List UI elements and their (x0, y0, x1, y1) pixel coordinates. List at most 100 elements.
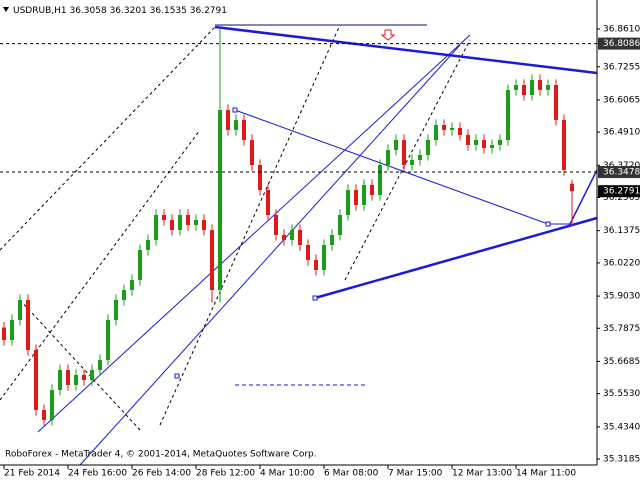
y-tick-label: 36.0220 (603, 258, 640, 268)
candle-body (530, 80, 534, 96)
candle-body (346, 189, 350, 215)
y-tick-label: 36.2565 (603, 193, 640, 203)
price-label: 36.2791 (603, 187, 640, 197)
trend-line (234, 109, 549, 225)
anchor-point (232, 107, 238, 113)
candle-body (66, 369, 70, 385)
y-tick-label: 36.7255 (603, 62, 640, 72)
candle-body (538, 80, 542, 90)
trend-line (314, 216, 598, 300)
y-tick-label: 36.4910 (603, 128, 640, 138)
candle-body (26, 299, 30, 351)
candle-body (290, 229, 294, 240)
candle-body (362, 184, 366, 205)
candle-body (74, 374, 78, 385)
x-tick-label: 26 Feb 14:00 (132, 469, 191, 479)
candle-body (554, 84, 558, 120)
trend-line (37, 34, 471, 433)
candle-body (42, 409, 46, 420)
candle-body (122, 289, 126, 300)
price-label-box (598, 185, 640, 198)
trend-line (79, 44, 461, 466)
high-value: 36.3201 (110, 6, 147, 16)
candle-body (466, 134, 470, 145)
candle-body (58, 369, 62, 390)
sell-arrow (380, 29, 396, 41)
x-tick-label: 28 Feb 12:00 (196, 469, 255, 479)
candle-body (258, 165, 262, 190)
analysis-drawings (0, 24, 598, 466)
candle-body (106, 319, 110, 360)
candle-body (338, 214, 342, 235)
y-tick-label: 36.8610 (603, 24, 640, 34)
candle-body (50, 389, 54, 420)
candle-body (146, 239, 150, 251)
candle-body (10, 319, 14, 340)
y-tick-label: 35.6685 (603, 357, 640, 367)
candle-body (354, 189, 358, 205)
candle-body (18, 299, 22, 320)
x-tick-label: 7 Mar 15:00 (388, 469, 443, 479)
trend-line (569, 169, 598, 225)
y-tick-label: 35.7875 (603, 324, 640, 334)
candle-body (562, 119, 566, 170)
candle-body (162, 214, 166, 220)
candle-body (394, 140, 398, 151)
candle-body (98, 359, 102, 370)
candle-body (322, 244, 326, 270)
candle-body (194, 219, 198, 226)
candle-body (490, 144, 494, 149)
y-tick-label: 36.6065 (603, 95, 640, 105)
x-tick-label: 6 Mar 08:00 (324, 469, 379, 479)
close-value: 36.2791 (190, 6, 227, 16)
candle-body (226, 110, 230, 130)
candle-body (282, 234, 286, 240)
candle-body (498, 140, 502, 145)
candle-body (570, 183, 574, 192)
level-label-box (598, 166, 640, 179)
y-tick-label: 35.5530 (603, 389, 640, 399)
candle-body (266, 189, 270, 215)
y-tick-label: 35.3185 (603, 455, 640, 465)
candle-body (234, 119, 238, 130)
candle-body (458, 127, 462, 135)
candle-body (2, 327, 6, 340)
candle-body (402, 140, 406, 166)
anchor-point (545, 221, 551, 227)
candle-body (34, 350, 38, 410)
candle-body (90, 369, 94, 381)
candle-body (450, 127, 454, 130)
candle-body (410, 159, 414, 166)
candle-body (426, 140, 430, 155)
candle-body (210, 229, 214, 290)
dotted-channel (0, 26, 216, 251)
candle-body (186, 214, 190, 226)
candle-body (418, 155, 422, 160)
candle-body (154, 214, 158, 240)
x-tick-label: 24 Feb 16:00 (68, 469, 127, 479)
dotted-channel (0, 129, 201, 401)
candle-body (330, 234, 334, 245)
candle-body (138, 250, 142, 281)
candle-body (250, 140, 254, 166)
candle-body (82, 374, 86, 381)
copyright: RoboForex - MetaTrader 4, © 2001-2014, M… (5, 450, 317, 460)
symbol-icon (3, 7, 9, 12)
candle-body (386, 150, 390, 166)
x-tick-label: 14 Mar 11:00 (516, 469, 576, 479)
level-label: 36.8086 (603, 39, 640, 49)
candle-body (482, 140, 486, 149)
trend-line (214, 25, 598, 75)
candle-body (442, 125, 446, 130)
y-tick-label: 35.4340 (603, 422, 640, 432)
candle-body (242, 119, 246, 141)
low-value: 36.1535 (150, 6, 187, 16)
candle-body (434, 125, 438, 141)
candle-body (114, 299, 118, 320)
candle-body (218, 110, 222, 290)
x-tick-label: 21 Feb 2014 (4, 469, 60, 479)
level-label-box (598, 37, 640, 50)
candle-body (378, 165, 382, 196)
